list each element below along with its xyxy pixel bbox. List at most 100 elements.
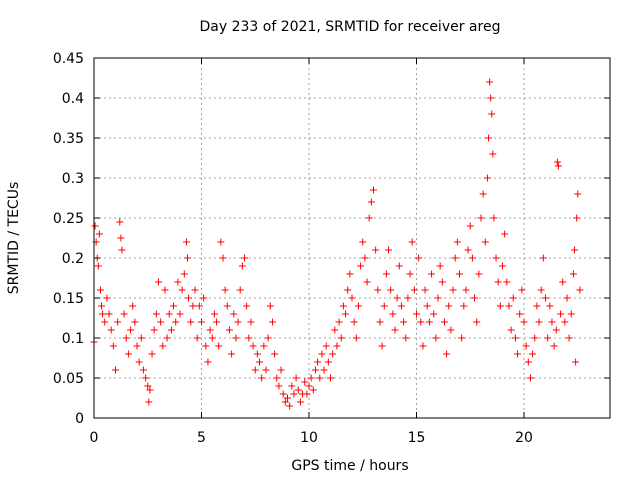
data-point [438, 278, 446, 286]
y-tick-label: 0.4 [62, 91, 84, 107]
data-point [217, 238, 225, 246]
data-point [174, 278, 182, 286]
data-point [464, 246, 472, 254]
series-srmtid [90, 78, 584, 410]
data-point [256, 358, 264, 366]
data-point [260, 342, 268, 350]
data-point [524, 358, 532, 366]
data-point [573, 214, 581, 222]
data-point [131, 318, 139, 326]
data-point [501, 230, 509, 238]
data-point [567, 310, 575, 318]
data-point [251, 366, 259, 374]
data-point [460, 302, 468, 310]
data-point [451, 254, 459, 262]
data-point [253, 350, 261, 358]
data-point [103, 294, 111, 302]
data-point [94, 262, 102, 270]
data-point [443, 350, 451, 358]
data-point [363, 278, 371, 286]
data-point [423, 302, 431, 310]
data-point [145, 398, 153, 406]
data-point [195, 302, 203, 310]
data-point [370, 186, 377, 194]
data-point [230, 310, 238, 318]
data-point [335, 318, 343, 326]
data-point [290, 390, 298, 398]
data-point [96, 286, 104, 294]
data-point [490, 214, 498, 222]
x-tick-label: 5 [197, 430, 206, 446]
data-point [339, 302, 347, 310]
data-point [187, 318, 195, 326]
data-point [176, 310, 184, 318]
data-point [406, 270, 414, 278]
data-point [419, 342, 427, 350]
data-point [292, 374, 300, 382]
data-point [481, 238, 489, 246]
data-point [387, 286, 395, 294]
data-point [204, 358, 212, 366]
y-tick-label: 0 [75, 411, 84, 427]
data-point [184, 254, 192, 262]
data-point [494, 278, 502, 286]
y-axis-label: SRMTID / TECUs [6, 182, 22, 295]
data-point [434, 294, 442, 302]
data-point [361, 254, 369, 262]
data-point [191, 286, 199, 294]
data-point [417, 318, 425, 326]
data-point [440, 318, 448, 326]
data-point [155, 278, 162, 286]
data-point [144, 382, 152, 390]
data-point [91, 222, 99, 230]
data-point [137, 334, 145, 342]
plot-frame [93, 57, 611, 419]
data-point [249, 342, 257, 350]
data-point [264, 334, 272, 342]
data-point [172, 318, 180, 326]
data-point [133, 342, 141, 350]
data-point [395, 262, 403, 270]
data-point [348, 294, 356, 302]
data-point [548, 318, 556, 326]
data-point [569, 270, 577, 278]
data-point [327, 374, 334, 382]
data-point [522, 342, 530, 350]
data-point [182, 238, 190, 246]
data-point [320, 366, 328, 374]
data-point [284, 394, 291, 402]
data-point [385, 246, 393, 254]
data-point [554, 162, 562, 170]
grid [94, 58, 610, 418]
data-point [288, 382, 296, 390]
data-point [208, 334, 216, 342]
data-point [456, 270, 463, 278]
data-point [331, 326, 339, 334]
data-point [535, 318, 543, 326]
data-point [553, 158, 561, 166]
data-point [213, 318, 221, 326]
data-point [266, 302, 274, 310]
data-point [436, 262, 444, 270]
data-point [223, 302, 231, 310]
data-point [488, 110, 496, 118]
data-point [198, 318, 205, 326]
data-point [404, 294, 412, 302]
data-point [294, 386, 302, 394]
data-point [318, 350, 326, 358]
data-point [421, 286, 429, 294]
data-point [378, 342, 386, 350]
data-point [262, 366, 270, 374]
data-point [350, 318, 358, 326]
y-tick-label: 0.45 [53, 51, 84, 67]
data-point [178, 286, 186, 294]
data-point [268, 318, 276, 326]
data-point [449, 286, 457, 294]
data-point [225, 326, 233, 334]
data-point [279, 390, 287, 398]
data-point [189, 302, 197, 310]
data-point [496, 302, 504, 310]
data-point [479, 190, 487, 198]
data-point [118, 246, 126, 254]
